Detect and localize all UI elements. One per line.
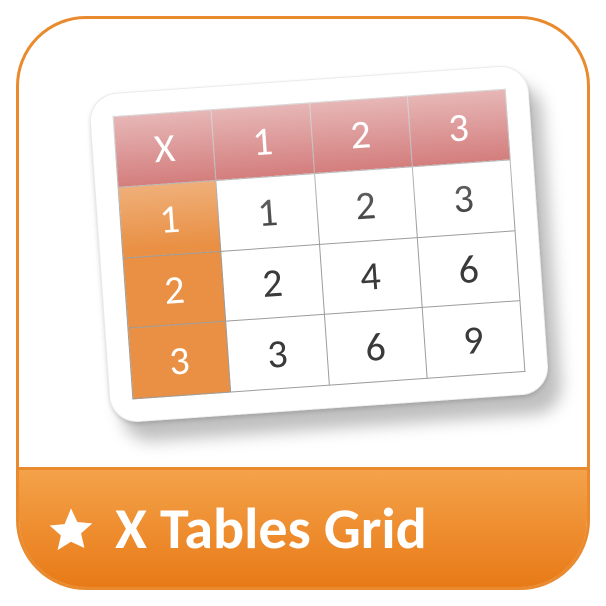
table-cell: 6	[417, 230, 520, 307]
app-tile[interactable]: X 1 2 3 1 1 2 3 2 2 4 6	[16, 16, 590, 590]
table-cell: 9	[422, 301, 525, 378]
tile-footer: X Tables Grid	[19, 467, 587, 587]
tile-title: X Tables Grid	[115, 493, 427, 564]
table-cell: 3	[412, 160, 515, 237]
table-card-wrap: X 1 2 3 1 1 2 3 2 2 4 6	[88, 64, 550, 424]
table-card: X 1 2 3 1 1 2 3 2 2 4 6	[88, 64, 550, 424]
table-row-header: 3	[128, 321, 231, 398]
table-cell: 3	[226, 315, 329, 392]
table-cell: 6	[324, 308, 427, 385]
table-col-header: 1	[211, 103, 314, 180]
table-row-header: 1	[118, 180, 221, 257]
star-icon	[45, 503, 97, 555]
multiplication-table: X 1 2 3 1 1 2 3 2 2 4 6	[113, 89, 526, 400]
table-cell: 2	[221, 244, 324, 321]
table-cell: 4	[319, 237, 422, 314]
table-col-header: 2	[309, 96, 412, 173]
table-col-header: 3	[407, 89, 510, 166]
table-cell: 2	[314, 167, 417, 244]
artwork-area: X 1 2 3 1 1 2 3 2 2 4 6	[19, 19, 587, 467]
table-row-header: 2	[123, 251, 226, 328]
table-corner-cell: X	[113, 110, 216, 187]
table-cell: 1	[216, 173, 319, 250]
